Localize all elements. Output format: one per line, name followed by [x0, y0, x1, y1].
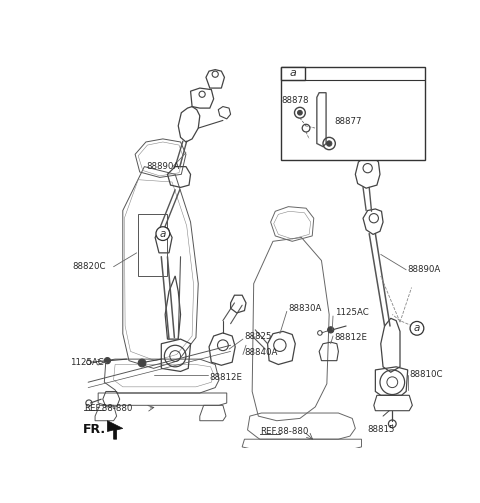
Text: 88820C: 88820C — [72, 262, 106, 271]
Text: 1125AC: 1125AC — [71, 358, 104, 367]
Circle shape — [328, 327, 334, 333]
Text: a: a — [289, 68, 297, 78]
Circle shape — [326, 141, 332, 146]
Text: 88840A: 88840A — [244, 349, 278, 358]
Text: 88890A: 88890A — [146, 162, 179, 171]
Text: 88830A: 88830A — [288, 304, 322, 313]
Polygon shape — [108, 421, 123, 439]
Text: a: a — [160, 228, 166, 238]
Text: 88815: 88815 — [367, 426, 395, 435]
Text: 88890A: 88890A — [408, 265, 441, 274]
Circle shape — [298, 111, 302, 115]
Text: 1125AC: 1125AC — [335, 308, 368, 317]
Text: REF.88-880: REF.88-880 — [260, 427, 308, 436]
Circle shape — [138, 359, 146, 367]
Text: 88825: 88825 — [244, 331, 272, 341]
Text: REF.88-880: REF.88-880 — [84, 404, 132, 413]
Text: 88878: 88878 — [281, 96, 309, 105]
Text: 88810C: 88810C — [409, 370, 443, 379]
Text: a: a — [414, 323, 420, 333]
Text: 88812E: 88812E — [209, 373, 242, 382]
FancyBboxPatch shape — [281, 66, 425, 160]
FancyBboxPatch shape — [281, 66, 305, 80]
Text: 88812E: 88812E — [335, 333, 368, 342]
Circle shape — [104, 358, 110, 364]
Text: 88877: 88877 — [335, 118, 362, 126]
Text: FR.: FR. — [83, 424, 106, 437]
